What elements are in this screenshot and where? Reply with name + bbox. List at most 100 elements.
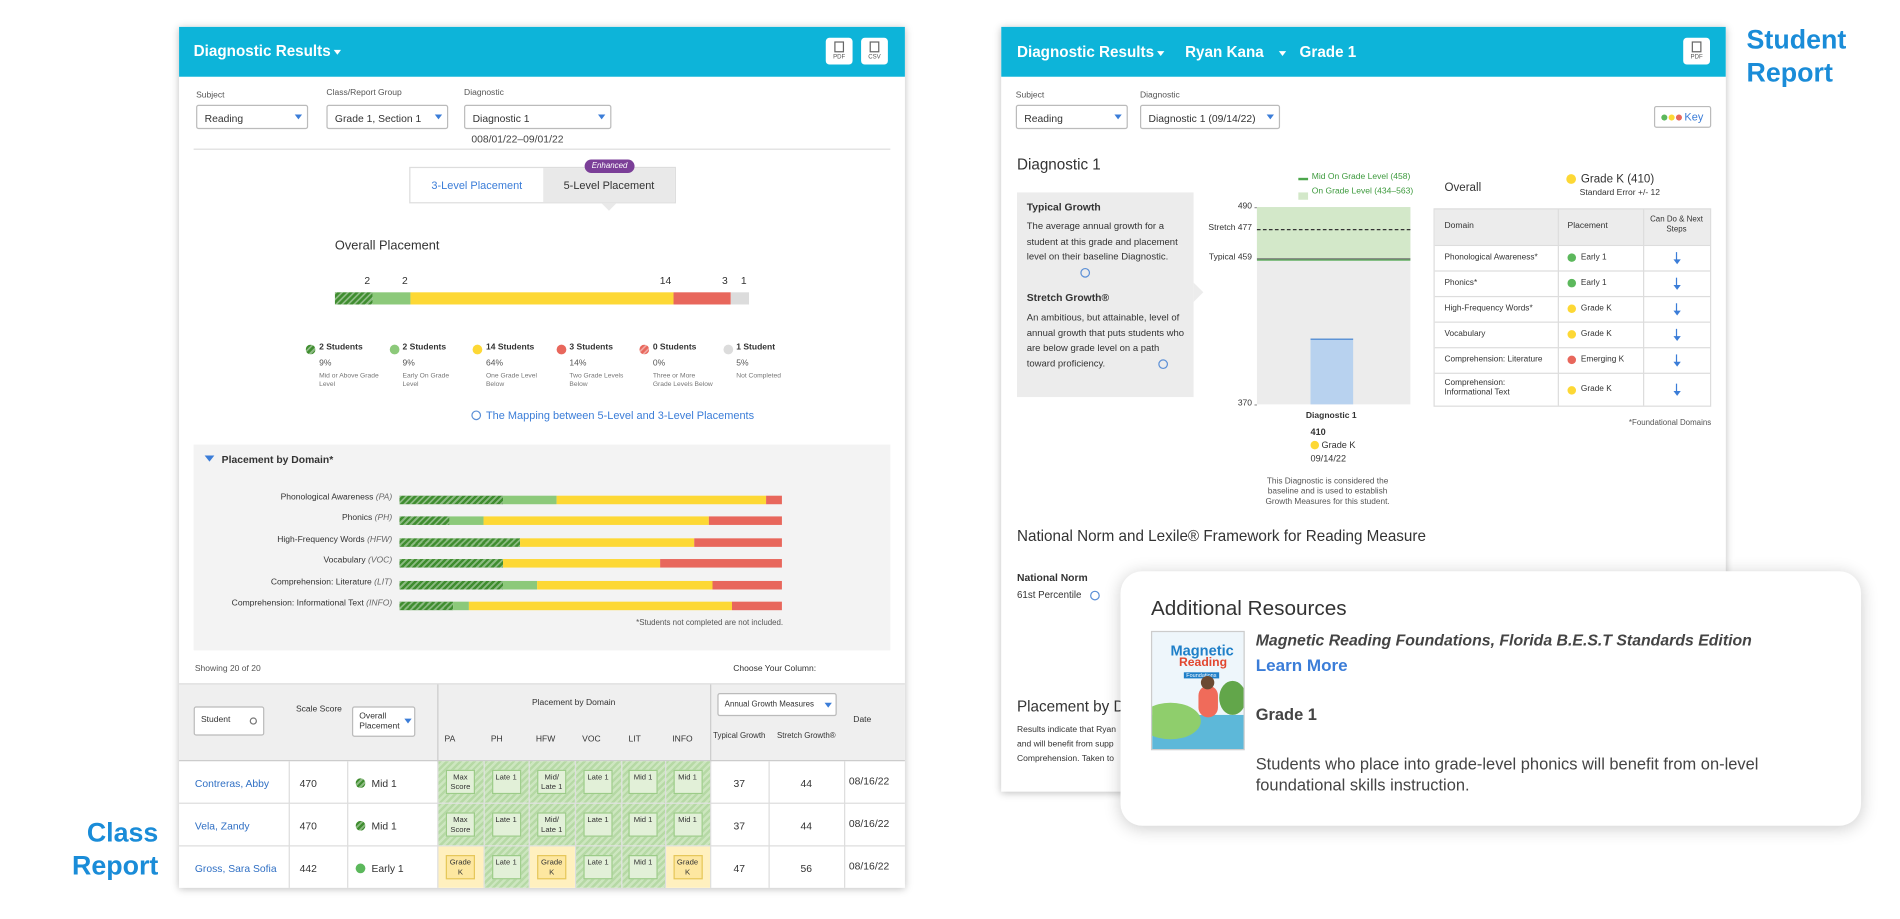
domain-bar-segment (731, 601, 782, 611)
domain-title: Placement by Domain* (221, 453, 334, 466)
next-steps-link[interactable] (1672, 353, 1682, 366)
reference-line (1256, 228, 1411, 230)
filter-select[interactable]: Reading (196, 104, 309, 130)
domain-abbr: (PH) (374, 514, 393, 523)
domain-badge-text: Grade K (541, 858, 563, 877)
domain-badge: Max Score (445, 769, 476, 795)
domain-name: Vocabulary (323, 556, 366, 566)
domain-bar-segment (399, 601, 454, 611)
header-item[interactable]: Ryan Kana (1185, 43, 1264, 61)
filter-value: Reading (204, 112, 244, 125)
cell-line (768, 803, 770, 847)
next-steps-link[interactable] (1672, 277, 1682, 290)
domain-column-header: LIT (628, 735, 641, 745)
placement-dot (1567, 385, 1577, 395)
arrow-stem (1675, 302, 1678, 313)
info-text: The average annual growth for a student … (1026, 220, 1178, 263)
next-steps-link[interactable] (1672, 251, 1682, 264)
choose-column: Choose Your Column: (733, 665, 817, 674)
domain-badge-text: Mid/ Late 1 (541, 816, 563, 834)
domain-badge-text: Late 1 (587, 773, 609, 782)
select-label: Overall Placement (359, 712, 400, 731)
domain-label: High-Frequency Words (HFW) (194, 536, 392, 545)
badge-label: Enhanced (591, 161, 628, 170)
cell-line (437, 846, 439, 888)
bar-name: Diagnostic 1 (1305, 411, 1357, 421)
domain-badge-text: Max Score (450, 773, 471, 792)
next-steps-link[interactable] (1672, 328, 1682, 341)
domain-bar-segment (399, 580, 503, 589)
domain-badge-text: Late 1 (587, 816, 609, 825)
cell-line (574, 761, 577, 804)
typical-growth: 37 (733, 777, 746, 790)
domain-abbr: (INFO) (366, 599, 393, 608)
section-label: Class Report (71, 817, 159, 881)
placement-label: Early 1 (371, 862, 404, 875)
legend-description: Three or More Grade Levels Below (652, 372, 713, 388)
domain-badge: Late 1 (583, 812, 613, 837)
arrow-head (1672, 309, 1681, 315)
export-button[interactable]: PDF (1683, 37, 1711, 65)
header-item[interactable]: Diagnostic Results (1016, 43, 1155, 61)
next-steps-link[interactable] (1672, 383, 1682, 396)
placement-dot (1567, 355, 1577, 365)
tab-selected[interactable]: 5-Level Placement (543, 168, 675, 203)
info-title: Stretch Growth® (1026, 291, 1110, 304)
legend-description: One Grade Level Below (485, 372, 537, 388)
domain-bar-segment (502, 559, 660, 568)
legend-dot (305, 344, 316, 355)
placement-label: Grade K (1580, 329, 1612, 338)
on-grade-band (1256, 207, 1411, 260)
reference-label: Stretch 477 (1208, 223, 1253, 233)
cell-line (288, 803, 290, 847)
domain-bar-segment (399, 559, 503, 568)
y-tick-label: 490 (1237, 202, 1253, 211)
key-button[interactable]: Key (1653, 105, 1712, 128)
domain-badge: Mid 1 (672, 812, 703, 837)
mapping-link[interactable]: The Mapping between 5-Level and 3-Level … (485, 409, 755, 422)
info-icon (1090, 590, 1100, 601)
student-name[interactable]: Gross, Sara Sofia (194, 862, 277, 875)
student-name[interactable]: Contreras, Abby (194, 777, 270, 790)
domain-badge-text: Mid 1 (633, 773, 653, 782)
student-search[interactable]: Student (193, 706, 265, 736)
tab[interactable]: 3-Level Placement (410, 168, 543, 202)
student-name[interactable]: Vela, Zandy (194, 819, 250, 832)
filter-select[interactable]: Diagnostic 1 (09/14/22) (1140, 104, 1281, 130)
domain-bar-segment (537, 580, 714, 589)
cover-art-bush (1219, 680, 1244, 715)
domain-section: Placement by Domain* Phonological Awarene… (193, 444, 891, 651)
growth-select[interactable]: Annual Growth Measures (717, 693, 837, 717)
overall-count: 3 (721, 274, 728, 287)
select-label: Annual Growth Measures (724, 700, 815, 709)
domain-name: Phonological Awareness (280, 493, 374, 502)
arrow-stem (1675, 383, 1678, 394)
filter-select[interactable]: Diagnostic 1 (464, 104, 612, 130)
export-icon-label: CSV (868, 53, 881, 61)
next-steps-link[interactable] (1672, 302, 1682, 315)
placement-text: and will benefit from supp (1016, 740, 1114, 750)
filter-value: Grade 1, Section 1 (334, 112, 422, 125)
export-button[interactable]: PDF (825, 37, 853, 65)
learn-more-link[interactable]: Learn More (1255, 655, 1348, 675)
row-line (1434, 372, 1711, 374)
filter-select[interactable]: Reading (1015, 104, 1128, 130)
domain-badge: Mid 1 (672, 769, 703, 795)
export-button[interactable]: CSV (861, 37, 888, 65)
cell-line (574, 846, 577, 888)
cell-line (621, 761, 623, 804)
divider (193, 148, 891, 150)
placement-dot (355, 778, 366, 789)
overall-bar-segment (673, 292, 731, 305)
norm-label: National Norm (1016, 571, 1088, 584)
mid-line (1256, 259, 1411, 261)
domain-badge: Grade K (537, 855, 567, 880)
filter-select[interactable]: Grade 1, Section 1 (326, 104, 449, 130)
domain-badge: Late 1 (491, 855, 521, 880)
legend-dot (722, 344, 733, 355)
filter-value: Reading (1024, 112, 1063, 125)
collapse-toggle[interactable] (204, 455, 215, 462)
overall-select[interactable]: Overall Placement (351, 706, 416, 737)
key-dot (1668, 114, 1675, 121)
